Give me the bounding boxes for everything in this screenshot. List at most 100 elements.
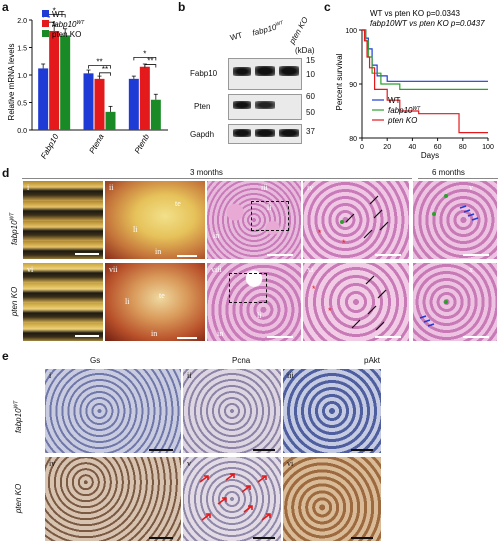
- bar: [139, 66, 150, 130]
- survival-line: [362, 29, 488, 90]
- surv-legend-ptenko: pten KO: [387, 116, 417, 125]
- bar-chart: Relative mRNA levels 0.00.51.01.52.0Fabp…: [7, 7, 168, 160]
- surv-x-tick-label: 80: [459, 144, 467, 151]
- organ-in-iii: in: [213, 231, 220, 240]
- tile-d-xi: xi: [302, 262, 410, 342]
- svg-text:*: *: [328, 306, 332, 316]
- surv-x-tick-label: 0: [360, 144, 364, 151]
- sig-bracket: [144, 64, 157, 68]
- surv-x-tick-label: 60: [434, 144, 442, 151]
- pcna-arrows: [199, 473, 271, 521]
- organ-li-bot: li: [125, 297, 130, 306]
- bar: [38, 68, 49, 130]
- roman-xi: xi: [307, 265, 314, 274]
- roman-e-ii: ii: [187, 371, 192, 380]
- organ-in-bot: in: [151, 329, 158, 338]
- tile-d-i: i: [22, 180, 104, 260]
- blot-strip-fabp10: [228, 58, 302, 90]
- survival-xlabel: Days: [421, 151, 439, 160]
- marker-60: 60: [306, 92, 315, 101]
- header-3months: 3 months: [190, 168, 223, 177]
- organ-li: li: [133, 225, 138, 234]
- roman-e-i: i: [49, 371, 52, 380]
- pval-1: WT vs pten KO p=0.0343: [370, 9, 460, 18]
- legend-swatch-wt: [42, 10, 49, 17]
- roman-ii: ii: [109, 183, 114, 192]
- tile-d-viii: viii li in: [206, 262, 302, 342]
- svg-text:*: *: [312, 284, 316, 294]
- roman-v: v: [469, 183, 473, 192]
- sig-mark: **: [102, 65, 108, 74]
- header-3months-line: [22, 178, 412, 179]
- roman-viii: viii: [211, 265, 222, 274]
- tile-e-v: v: [182, 456, 282, 542]
- surv-x-tick-label: 20: [383, 144, 391, 151]
- organ-li-iii: li: [267, 203, 272, 212]
- surv-x-tick-label: 100: [482, 144, 494, 151]
- bar: [94, 78, 105, 130]
- bar: [105, 111, 116, 130]
- tile-d-iv: iv: [302, 180, 410, 260]
- blot-row-gapdh: Gapdh: [190, 130, 215, 139]
- survival-chart: WT vs pten KO p=0.0343 fabp10WT vs pten …: [335, 9, 494, 160]
- tile-e-vi: vi: [282, 456, 382, 542]
- legend: WT fabp10WT pten KO: [42, 10, 85, 39]
- roman-e-vi: vi: [287, 459, 294, 468]
- legend-swatch-fabp10: [42, 20, 49, 27]
- sig-bracket: [133, 57, 157, 61]
- bar: [150, 99, 161, 130]
- e-row-label-fabp10: fabp10WT: [13, 400, 23, 433]
- blot-strip-pten: [228, 94, 302, 120]
- sig-mark: *: [53, 7, 56, 16]
- surv-y-tick-label: 90: [349, 82, 357, 89]
- y-tick-label: 2.0: [17, 18, 27, 25]
- y-axis-label: Relative mRNA levels: [7, 44, 16, 121]
- sig-bracket: [99, 72, 111, 76]
- header-6months: 6 months: [432, 168, 465, 177]
- tile-d-x: x: [412, 262, 498, 342]
- tile-e-iv: iv: [44, 456, 182, 542]
- sig-bracket: [88, 65, 111, 69]
- blot-row-fabp10: Fabp10: [190, 69, 218, 78]
- sig-mark: **: [96, 58, 102, 67]
- marker-10: 10: [306, 70, 315, 79]
- western-blot-panel: WT fabp10WT pten KO (kDa) Fabp10 Pten Ga…: [190, 10, 320, 150]
- surv-y-tick-label: 100: [345, 28, 357, 35]
- organ-li-viii: li: [257, 311, 262, 320]
- surv-x-tick-label: 40: [409, 144, 417, 151]
- survival-line: [362, 29, 488, 134]
- organ-te: te: [175, 199, 181, 208]
- panel-d-label: d: [2, 166, 10, 180]
- roman-iii: iii: [261, 183, 268, 192]
- e-row-label-ptenko: pten KO: [14, 483, 24, 514]
- col-pakt: pAkt: [364, 356, 381, 365]
- tile-e-i: i: [44, 368, 182, 454]
- roman-e-iv: iv: [49, 459, 56, 468]
- y-tick-label: 0.5: [17, 101, 27, 108]
- organ-te-bot: te: [159, 291, 165, 300]
- bar: [83, 73, 94, 130]
- sig-mark: **: [147, 57, 153, 66]
- sig-mark: *: [47, 14, 50, 23]
- roman-e-v: v: [187, 459, 191, 468]
- roman-vii: vii: [109, 265, 118, 274]
- organ-in: in: [155, 247, 162, 256]
- header-6months-line: [418, 178, 498, 179]
- marker-37: 37: [306, 127, 315, 136]
- bar: [128, 78, 139, 130]
- blot-kda: (kDa): [295, 46, 315, 55]
- bar: [49, 31, 60, 130]
- panel-a-label: a: [2, 0, 9, 14]
- svg-text:*: *: [318, 228, 322, 238]
- bar: [60, 35, 71, 130]
- roman-vi: vi: [27, 265, 34, 274]
- roman-i: i: [27, 183, 30, 192]
- col-gs: Gs: [90, 356, 101, 365]
- panel-c-label: c: [324, 0, 331, 14]
- legend-swatch-ptenko: [42, 30, 49, 37]
- svg-text:*: *: [342, 238, 346, 248]
- roman-x: x: [469, 265, 473, 274]
- tile-d-vii: vii te li in: [104, 262, 206, 342]
- marker-50: 50: [306, 108, 315, 117]
